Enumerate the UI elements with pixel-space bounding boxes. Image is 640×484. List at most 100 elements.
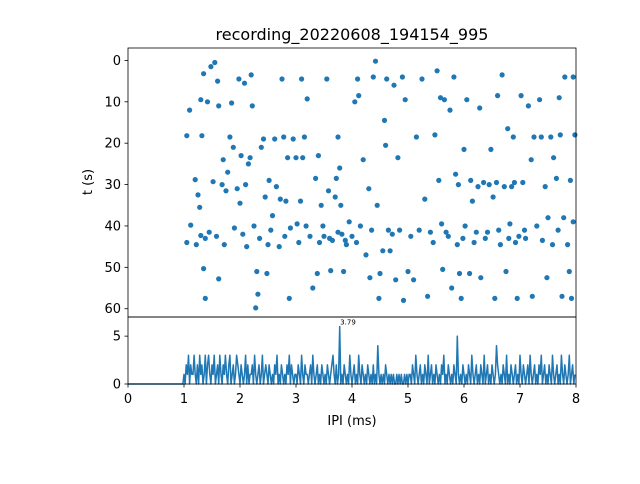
- scatter-point-211: [548, 134, 554, 140]
- scatter-y-axis-ticks: 0 10 20 30 40 50 60: [104, 54, 128, 317]
- scatter-panel: 0 10 20 30 40 50 60 t (s): [81, 47, 578, 318]
- scatter-point-43: [248, 72, 254, 78]
- scatter-point-156: [453, 171, 459, 177]
- scatter-point-98: [338, 202, 344, 208]
- scatter-point-126: [389, 231, 395, 237]
- scatter-point-52: [262, 194, 268, 200]
- scatter-point-134: [405, 268, 411, 275]
- scatter-point-194: [514, 295, 520, 301]
- scatter-point-25: [220, 157, 226, 163]
- scatter-point-63: [281, 134, 287, 140]
- scatter-point-105: [352, 99, 358, 105]
- histogram-x-tick-label-0: 0: [124, 392, 132, 407]
- scatter-point-227: [572, 132, 578, 138]
- scatter-point-75: [300, 155, 306, 161]
- scatter-point-168: [471, 239, 477, 246]
- scatter-point-176: [486, 182, 492, 188]
- scatter-point-96: [335, 229, 341, 235]
- scatter-point-112: [366, 186, 372, 192]
- scatter-point-23: [216, 276, 222, 282]
- scatter-point-206: [538, 134, 544, 140]
- scatter-point-218: [559, 293, 565, 299]
- scatter-point-80: [310, 285, 316, 291]
- scatter-point-185: [501, 184, 507, 190]
- scatter-point-195: [516, 233, 522, 239]
- scatter-point-202: [529, 293, 535, 299]
- scatter-point-67: [286, 295, 292, 301]
- scatter-point-29: [227, 134, 233, 140]
- scatter-point-79: [307, 233, 313, 239]
- scatter-point-99: [339, 231, 345, 237]
- scatter-point-151: [443, 229, 449, 235]
- scatter-point-40: [244, 244, 250, 250]
- scatter-point-122: [383, 142, 389, 148]
- scatter-point-83: [315, 153, 321, 159]
- scatter-point-118: [376, 295, 382, 301]
- scatter-point-47: [254, 268, 260, 275]
- scatter-point-94: [333, 175, 339, 181]
- scatter-point-155: [451, 74, 457, 80]
- histogram-line: [128, 325, 576, 385]
- scatter-point-45: [251, 223, 257, 229]
- scatter-point-223: [567, 177, 574, 183]
- scatter-point-188: [506, 235, 512, 241]
- scatter-point-27: [223, 188, 229, 194]
- scatter-point-131: [399, 74, 405, 80]
- scatter-point-213: [551, 155, 557, 161]
- scatter-point-54: [265, 242, 271, 248]
- scatter-point-100: [341, 268, 347, 275]
- scatter-point-58: [272, 136, 278, 142]
- scatter-point-220: [562, 74, 568, 80]
- scatter-point-72: [296, 239, 302, 246]
- scatter-point-6: [195, 192, 201, 198]
- scatter-point-89: [325, 188, 332, 194]
- scatter-point-200: [525, 103, 532, 109]
- scatter-point-135: [408, 233, 414, 239]
- scatter-point-221: [565, 242, 571, 248]
- scatter-point-173: [481, 179, 487, 186]
- scatter-point-163: [462, 223, 468, 229]
- scatter-point-162: [461, 146, 467, 152]
- scatter-point-148: [439, 221, 445, 227]
- scatter-point-137: [413, 134, 419, 140]
- scatter-point-215: [555, 227, 561, 233]
- scatter-point-224: [568, 295, 575, 301]
- scatter-point-73: [297, 198, 304, 204]
- histogram-x-axis-ticks: 0 1 2 3 4 5 6 7 8: [124, 384, 580, 407]
- scatter-point-12: [201, 266, 207, 272]
- scatter-point-130: [397, 227, 403, 233]
- scatter-point-71: [294, 221, 300, 227]
- scatter-point-48: [255, 291, 261, 297]
- scatter-point-39: [243, 182, 249, 188]
- scatter-point-140: [422, 196, 428, 202]
- scatter-point-153: [447, 107, 453, 113]
- scatter-point-84: [316, 239, 323, 246]
- scatter-point-196: [518, 93, 524, 99]
- scatter-point-85: [318, 202, 324, 208]
- scatter-point-190: [509, 184, 515, 190]
- scatter-point-50: [258, 144, 264, 150]
- scatter-point-199: [523, 235, 529, 241]
- scatter-y-tick-label-2: 20: [104, 137, 121, 152]
- scatter-point-180: [493, 179, 500, 186]
- scatter-point-175: [484, 229, 491, 235]
- scatter-y-tick-label-6: 60: [104, 302, 121, 317]
- scatter-point-149: [440, 266, 446, 272]
- scatter-point-14: [202, 235, 208, 241]
- scatter-point-36: [238, 153, 244, 159]
- histogram-y-tick-label-0: 0: [113, 378, 121, 393]
- scatter-y-tick-label-1: 10: [104, 95, 121, 110]
- scatter-point-119: [377, 270, 383, 277]
- scatter-point-129: [395, 155, 401, 161]
- scatter-point-165: [467, 270, 473, 277]
- scatter-point-24: [219, 182, 225, 188]
- scatter-point-136: [411, 277, 417, 283]
- scatter-point-46: [253, 305, 259, 311]
- histogram-x-tick-label-5: 5: [404, 392, 412, 407]
- scatter-point-174: [482, 235, 488, 241]
- scatter-point-60: [276, 244, 282, 250]
- scatter-point-219: [561, 215, 567, 221]
- histogram-x-tick-label-2: 2: [236, 392, 244, 407]
